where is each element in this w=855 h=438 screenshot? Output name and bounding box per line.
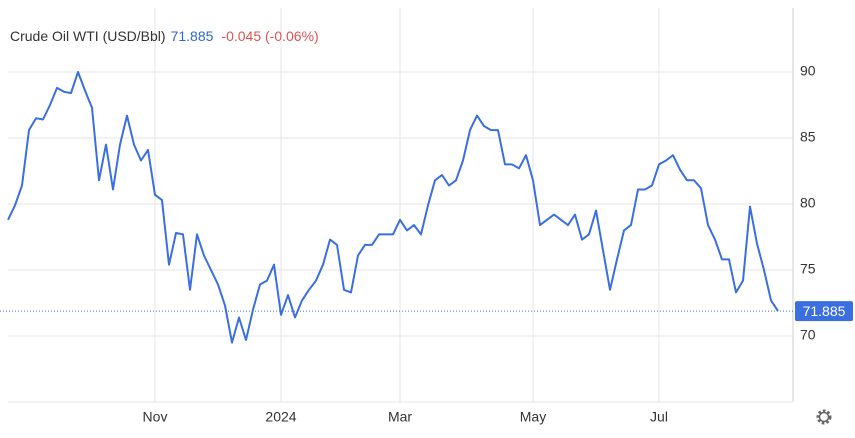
price-line bbox=[7, 71, 779, 344]
y-tick-label: 70 bbox=[800, 327, 816, 343]
gear bbox=[818, 411, 830, 423]
y-tick-label: 80 bbox=[800, 195, 816, 211]
gear-teeth bbox=[816, 409, 832, 425]
price: 71.885 bbox=[171, 28, 214, 44]
settings-icon[interactable] bbox=[816, 409, 832, 425]
y-tick-label: 85 bbox=[800, 129, 816, 145]
last-price-label: 71.885 bbox=[803, 303, 846, 319]
last-price-box bbox=[795, 301, 853, 322]
x-tick-label: 2024 bbox=[265, 409, 296, 425]
header: Crude Oil WTI (USD/Bbl) 71.885 -0.045 (-0.… bbox=[10, 28, 319, 44]
change: -0.045 (-0.06%) bbox=[221, 28, 318, 44]
x-tick-label: May bbox=[520, 409, 546, 425]
y-tick-label: 75 bbox=[800, 261, 816, 277]
x-tick-label: Nov bbox=[143, 409, 168, 425]
chart-title: Crude Oil WTI (USD/Bbl) bbox=[10, 28, 166, 44]
x-tick-label: Jul bbox=[650, 409, 668, 425]
x-tick-label: Mar bbox=[388, 409, 412, 425]
y-tick-label: 90 bbox=[800, 63, 816, 79]
